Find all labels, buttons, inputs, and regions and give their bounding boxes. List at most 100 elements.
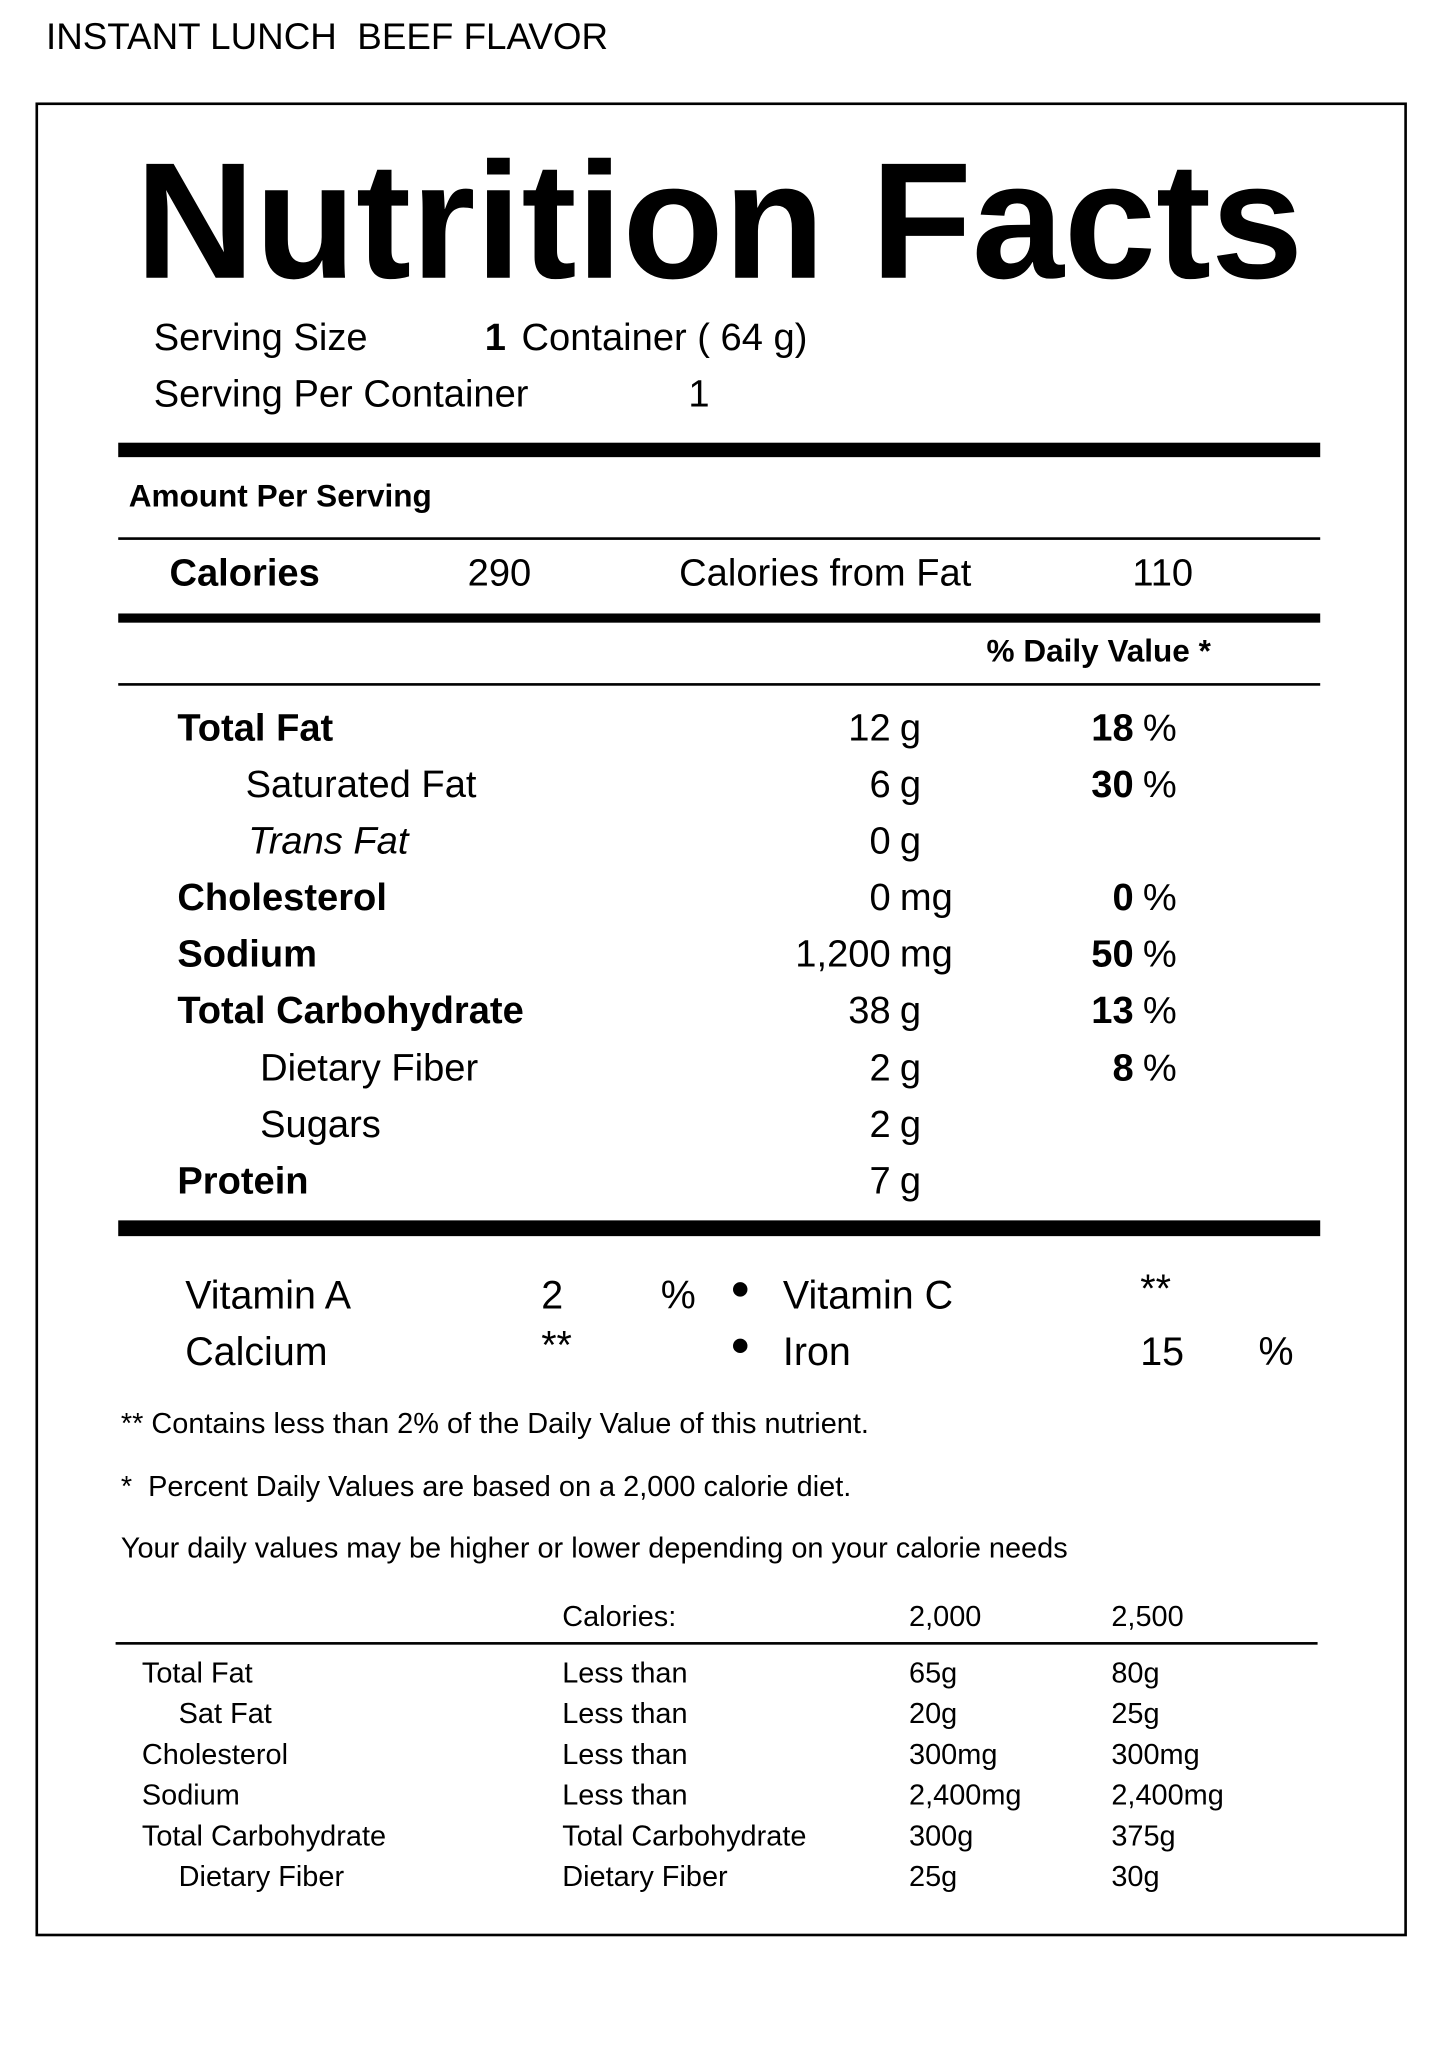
vitamin-value: 15	[1140, 1330, 1185, 1375]
nutrient-dv: 0	[1112, 876, 1134, 920]
bullet	[733, 1338, 748, 1354]
table-cell: Total Carbohydrate	[562, 1819, 807, 1852]
table-cell: 300g	[909, 1819, 974, 1852]
nutrient-amount: 12	[848, 707, 891, 750]
nutrient-name: Sodium	[177, 933, 318, 976]
nutrient-dv: 13	[1091, 989, 1134, 1032]
table-cell: Less than	[562, 1696, 688, 1730]
nutrient-dv-unit: %	[1142, 1047, 1177, 1090]
nutrient-name: Sugars	[260, 1104, 381, 1147]
nutrient-dv-unit: %	[1142, 989, 1177, 1032]
nutrient-amount: 2	[869, 1047, 891, 1090]
bullet	[733, 1282, 748, 1297]
table-header: 2,500	[1111, 1599, 1184, 1633]
label-border	[35, 102, 1407, 1937]
nutrient-amount: 0	[869, 820, 891, 863]
nutrient-unit: mg	[899, 933, 953, 976]
table-cell: Total Fat	[141, 1656, 253, 1690]
table-cell: Sat Fat	[178, 1696, 272, 1730]
nutrient-unit: g	[899, 1047, 922, 1090]
amount-per-serving: Amount Per Serving	[128, 478, 432, 515]
nutrient-amount: 7	[869, 1160, 891, 1203]
vitamin-unit: %	[1258, 1330, 1294, 1375]
nutrient-unit: g	[899, 707, 922, 750]
serving-size-amount: 1	[484, 317, 506, 360]
vitamin-name: Iron	[782, 1330, 851, 1375]
nutrient-name: Total Carbohydrate	[177, 989, 524, 1032]
calories-label: Calories	[169, 552, 320, 595]
vitamin-name: Vitamin A	[185, 1274, 351, 1318]
nutrient-name: Dietary Fiber	[260, 1047, 479, 1090]
vitamin-value: **	[541, 1324, 572, 1368]
nutrient-dv-unit: %	[1142, 876, 1177, 920]
table-cell: 2,400mg	[1111, 1778, 1224, 1812]
table-cell: Less than	[562, 1656, 688, 1690]
medium-rule	[118, 613, 1321, 623]
nutrient-name: Protein	[177, 1160, 309, 1203]
label-title: Nutrition Facts	[135, 127, 1304, 314]
vitamin-name: Calcium	[185, 1330, 328, 1375]
table-cell: Dietary Fiber	[178, 1859, 345, 1893]
nutrient-dv-unit: %	[1142, 707, 1177, 750]
table-cell: 25g	[1111, 1696, 1160, 1730]
vitamin-value: **	[1140, 1267, 1171, 1312]
nutrient-unit: g	[899, 764, 922, 807]
table-cell: Cholesterol	[141, 1737, 289, 1771]
table-cell: Total Carbohydrate	[141, 1819, 387, 1852]
vitamin-name: Vitamin C	[782, 1274, 954, 1318]
nutrient-amount: 0	[869, 876, 891, 920]
table-cell: 300mg	[1111, 1737, 1200, 1771]
nutrient-name: Trans Fat	[248, 820, 409, 863]
table-cell: Sodium	[141, 1778, 240, 1812]
table-cell: Less than	[562, 1737, 688, 1771]
table-cell: 20g	[909, 1696, 958, 1730]
nutrient-name: Cholesterol	[177, 876, 387, 920]
nutrient-unit: g	[899, 1104, 922, 1147]
table-cell: Less than	[562, 1778, 688, 1812]
serving-size-unit: Container ( 64 g)	[521, 317, 808, 360]
nutrient-dv: 18	[1091, 707, 1134, 750]
nutrient-amount: 2	[869, 1104, 891, 1147]
nutrient-amount: 38	[848, 989, 891, 1032]
nutrient-unit: g	[899, 989, 922, 1032]
nutrient-unit: g	[899, 1160, 922, 1203]
table-header: Calories:	[562, 1599, 677, 1633]
nutrient-name: Total Fat	[177, 707, 334, 750]
thick-rule	[118, 442, 1321, 458]
vitamin-unit: %	[660, 1274, 696, 1318]
table-cell: 80g	[1111, 1656, 1160, 1690]
table-cell: 300mg	[909, 1737, 998, 1771]
nutrient-dv: 50	[1091, 933, 1134, 976]
nutrient-dv: 30	[1091, 764, 1134, 807]
serving-size-label: Serving Size	[153, 317, 368, 360]
nutrient-amount: 1,200	[795, 933, 891, 976]
table-rule	[115, 1642, 1318, 1645]
nutrient-dv-unit: %	[1142, 764, 1177, 807]
table-cell: 30g	[1111, 1859, 1160, 1893]
table-header: 2,000	[909, 1599, 982, 1633]
table-cell: Dietary Fiber	[562, 1859, 728, 1893]
table-cell: 25g	[909, 1859, 958, 1893]
daily-value-header: % Daily Value *	[986, 633, 1211, 670]
product-name: INSTANT LUNCH BEEF FLAVOR	[45, 16, 609, 57]
vitamin-value: 2	[541, 1274, 564, 1318]
nutrient-dv: 8	[1112, 1047, 1134, 1090]
nutrient-unit: g	[899, 820, 922, 863]
calories-fat-value: 110	[1132, 552, 1194, 595]
table-cell: 65g	[909, 1656, 958, 1690]
nutrient-dv-unit: %	[1142, 933, 1177, 976]
table-cell: 2,400mg	[909, 1778, 1022, 1812]
footnote: * Percent Daily Values are based on a 2,…	[120, 1469, 852, 1503]
thick-rule	[118, 1220, 1321, 1237]
servings-value: 1	[688, 373, 710, 416]
footnote: Your daily values may be higher or lower…	[120, 1531, 1068, 1565]
thin-rule	[118, 537, 1321, 540]
nutrient-name: Saturated Fat	[245, 764, 477, 807]
nutrient-unit: mg	[899, 876, 953, 920]
calories-fat-label: Calories from Fat	[679, 552, 972, 595]
calories-value: 290	[467, 552, 532, 595]
thin-rule	[118, 683, 1321, 686]
table-cell: 375g	[1111, 1819, 1176, 1852]
